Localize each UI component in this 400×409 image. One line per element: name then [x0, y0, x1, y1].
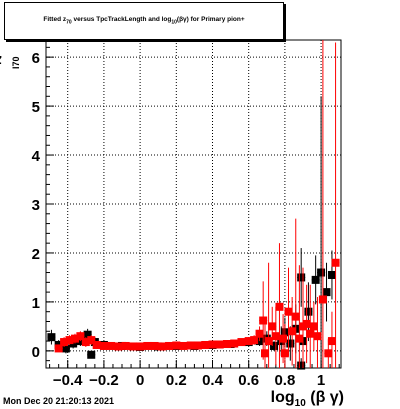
- data-point: [288, 327, 297, 336]
- data-point: [150, 341, 159, 350]
- data-point: [114, 342, 123, 351]
- y-axis-label: z I70: [0, 35, 21, 69]
- data-point: [143, 341, 152, 350]
- axis-ticks: −0.4 −0.2 0 0.2 0.4 0.6 0.8 1 0 1 2 3 4 5 6: [32, 46, 340, 389]
- y-label-main: z: [0, 52, 2, 69]
- data-point: [260, 349, 269, 358]
- data-point: [291, 312, 300, 321]
- x-tick-label: −0.4: [53, 372, 83, 389]
- data-point: [81, 338, 90, 347]
- data-point: [54, 344, 63, 353]
- x-tick-label: −0.2: [89, 372, 119, 389]
- data-point: [317, 268, 326, 277]
- x-tick-label: 0.6: [238, 372, 259, 389]
- x-label-post: (β γ): [310, 388, 344, 406]
- data-point: [76, 332, 85, 341]
- data-point: [284, 307, 293, 316]
- x-label-main: log: [270, 388, 295, 406]
- chart-title: Fitted z70 versus TpcTrackLength and log…: [5, 16, 283, 25]
- title-part: versus TpcTrackLength and log: [71, 16, 172, 23]
- x-tick-label: 0.4: [202, 372, 224, 389]
- data-point: [271, 332, 280, 341]
- data-point: [327, 270, 336, 279]
- data-point: [297, 361, 306, 370]
- data-point: [237, 338, 246, 347]
- data-point: [280, 349, 289, 358]
- data-point: [306, 329, 315, 338]
- data-point: [194, 341, 203, 350]
- data-point: [270, 341, 279, 350]
- data-point: [268, 322, 277, 331]
- data-point: [275, 302, 284, 311]
- data-point: [313, 332, 322, 341]
- data-point: [286, 339, 295, 348]
- data-point: [230, 339, 239, 348]
- title-part: (βγ) for Primary pion+: [176, 16, 245, 23]
- data-point: [165, 341, 174, 350]
- data-point: [83, 330, 92, 339]
- data-point: [99, 341, 108, 350]
- data-point: [179, 341, 188, 350]
- data-point: [65, 336, 74, 345]
- y-tick-label: 1: [32, 295, 40, 312]
- x-tick-label: 0.2: [166, 372, 187, 389]
- data-series: [47, 40, 340, 370]
- data-point: [186, 341, 195, 350]
- y-tick-label: 4: [32, 148, 41, 165]
- data-point: [331, 258, 340, 267]
- data-point: [87, 350, 96, 359]
- x-tick-label: 1: [317, 372, 325, 389]
- data-point: [201, 340, 210, 349]
- data-point: [215, 340, 224, 349]
- data-point: [295, 334, 304, 343]
- title-sub: 10: [171, 19, 177, 26]
- data-point: [121, 341, 130, 350]
- data-point: [128, 342, 137, 351]
- data-point: [244, 337, 253, 346]
- x-tick-label: 0: [136, 372, 144, 389]
- data-point: [264, 337, 273, 346]
- data-point: [61, 344, 70, 353]
- data-point: [172, 341, 181, 350]
- data-point: [324, 349, 333, 358]
- data-point: [318, 295, 327, 304]
- y-tick-label: 2: [32, 246, 40, 263]
- data-point: [309, 322, 318, 331]
- data-point: [322, 288, 331, 297]
- title-part: Fitted z: [43, 16, 67, 23]
- data-point: [279, 334, 288, 343]
- data-point: [92, 340, 101, 349]
- data-point: [311, 275, 320, 284]
- grid-lines: [46, 40, 341, 368]
- x-axis-label: log10 (β γ): [271, 389, 344, 409]
- title-sub: 70: [66, 19, 72, 26]
- data-point: [304, 307, 313, 316]
- y-tick-label: 5: [32, 99, 40, 116]
- data-point: [222, 340, 231, 349]
- y-tick-label: 3: [32, 197, 40, 214]
- data-point: [255, 329, 264, 338]
- x-tick-label: 0.8: [274, 372, 295, 389]
- x-label-sub: 10: [294, 398, 306, 409]
- data-point: [70, 334, 79, 343]
- data-point: [107, 341, 116, 350]
- data-point: [136, 342, 145, 351]
- data-point: [297, 273, 306, 282]
- chart-title-box: Fitted z70 versus TpcTrackLength and log…: [4, 2, 284, 40]
- y-label-sub: I70: [11, 56, 21, 69]
- timestamp: Mon Dec 20 21:20:13 2021: [3, 396, 115, 406]
- data-point: [327, 337, 336, 346]
- data-point: [157, 342, 166, 351]
- data-point: [302, 319, 311, 328]
- data-point: [208, 340, 217, 349]
- data-point: [60, 338, 69, 347]
- data-point: [47, 333, 56, 342]
- data-point: [259, 316, 268, 325]
- data-point: [87, 336, 96, 345]
- y-tick-label: 6: [32, 50, 40, 67]
- data-point: [250, 336, 259, 345]
- y-tick-label: 0: [32, 344, 40, 361]
